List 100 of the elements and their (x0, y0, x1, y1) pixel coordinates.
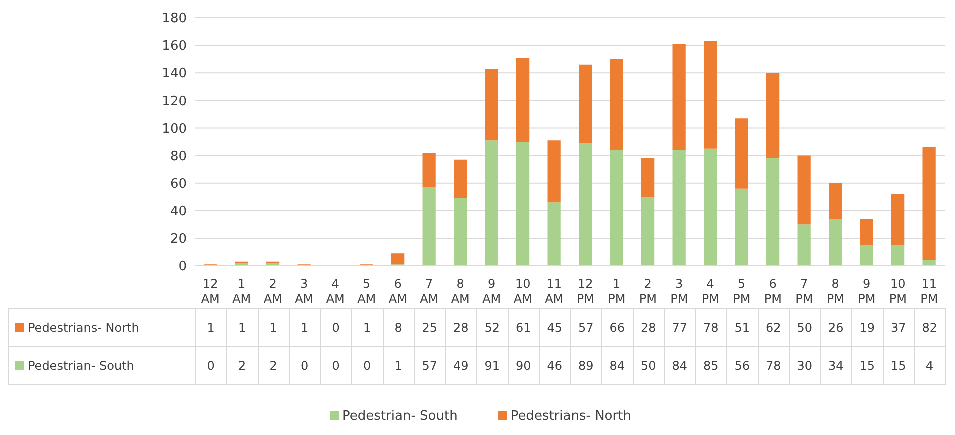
data-label: 4 (914, 346, 946, 384)
data-label: 84 (602, 346, 633, 384)
data-label: 91 (476, 346, 508, 384)
data-label: 66 (602, 308, 633, 346)
data-label: 78 (696, 308, 727, 346)
bar (922, 260, 936, 266)
bar (392, 254, 405, 265)
data-label: 1 (383, 346, 414, 384)
bar (516, 58, 530, 142)
data-label: 1 (258, 308, 290, 346)
x-tick-label: 7 PM (796, 277, 814, 306)
bar (610, 150, 624, 266)
bar (892, 245, 905, 266)
x-tick-label: 10 AM (514, 277, 532, 306)
data-label: 8 (383, 308, 414, 346)
bar (548, 140, 561, 203)
data-label: 50 (633, 346, 664, 384)
data-label: 57 (414, 346, 446, 384)
y-tick-label: 120 (162, 94, 187, 110)
bar (454, 198, 468, 266)
y-tick-label: 160 (162, 39, 187, 54)
data-label: 30 (789, 346, 820, 384)
x-tick-label: 5 PM (733, 277, 751, 306)
bar (860, 245, 874, 266)
bar (548, 202, 561, 266)
legend-label: Pedestrian- South (8, 346, 196, 384)
data-label: 61 (508, 308, 540, 346)
bar (422, 153, 436, 188)
data-label: 15 (883, 346, 914, 384)
data-label: 52 (476, 308, 508, 346)
data-label: 77 (664, 308, 696, 346)
data-label: 25 (414, 308, 446, 346)
data-label: 0 (352, 346, 383, 384)
y-tick-label: 80 (170, 149, 187, 164)
data-label: 0 (320, 308, 352, 346)
data-label: 1 (226, 308, 258, 346)
data-label: 0 (289, 346, 320, 384)
bar (485, 68, 498, 141)
bar (422, 187, 436, 266)
data-label: 84 (664, 346, 696, 384)
data-label: 1 (289, 308, 320, 346)
x-tick-label: 9 AM (482, 277, 502, 306)
bar (704, 148, 718, 266)
x-tick-label: 12 PM (576, 277, 594, 306)
x-tick-label: 12 AM (201, 277, 220, 306)
x-tick-label: 2 AM (264, 277, 282, 306)
y-tick-label: 60 (170, 176, 187, 192)
data-label: 89 (570, 346, 602, 384)
data-label: 0 (196, 346, 227, 384)
bar (579, 64, 592, 144)
data-label: 85 (696, 346, 727, 384)
x-tick-label: 11 AM (545, 277, 564, 306)
data-label: 57 (570, 308, 602, 346)
x-tick-label: 10 PM (889, 277, 907, 306)
x-tick-label: 1 AM (232, 277, 252, 306)
data-label: 28 (446, 308, 477, 346)
bar (829, 219, 842, 266)
x-tick-label: 5 AM (358, 277, 376, 306)
data-label: 51 (726, 308, 758, 346)
data-label: 49 (446, 346, 477, 384)
bar (860, 219, 874, 246)
data-label: 62 (758, 308, 790, 346)
x-tick-label: 11 PM (920, 277, 938, 306)
x-tick-label: 2 PM (639, 277, 657, 306)
data-label: 28 (633, 308, 664, 346)
data-label: 45 (539, 308, 570, 346)
data-label: 26 (820, 308, 852, 346)
bar (235, 263, 248, 266)
x-tick-label: 6 PM (764, 277, 782, 306)
legend-label: Pedestrians- North (8, 308, 196, 346)
x-tick-label: 1 PM (608, 277, 626, 306)
bar (672, 150, 686, 266)
x-tick-label: 3 AM (295, 277, 314, 306)
bar (704, 41, 718, 149)
bar (579, 143, 592, 266)
text: Pedestrian- South (342, 409, 458, 424)
x-tick-label: 8 AM (451, 277, 470, 306)
x-tick-label: 7 AM (420, 277, 439, 306)
bar (892, 194, 905, 246)
data-label: 2 (258, 346, 290, 384)
data-label: 1 (196, 308, 227, 346)
bar (610, 59, 624, 150)
bar (735, 188, 748, 266)
data-label: 2 (226, 346, 258, 384)
x-tick-label: 8 PM (826, 277, 844, 306)
data-label: 50 (789, 308, 820, 346)
y-tick-label: 0 (178, 260, 187, 275)
bar (766, 73, 780, 159)
bar (829, 183, 842, 220)
data-label: 15 (852, 346, 883, 384)
y-tick-label: 180 (162, 12, 187, 27)
x-tick-label: 9 PM (858, 277, 876, 306)
x-tick-label: 6 AM (388, 277, 408, 306)
bar (798, 156, 811, 225)
x-tick-label: 3 PM (670, 277, 688, 306)
bar (485, 140, 498, 266)
data-label: 82 (914, 308, 946, 346)
y-tick-label: 20 (170, 232, 187, 248)
y-tick-label: 140 (162, 66, 187, 82)
data-label: 46 (539, 346, 570, 384)
